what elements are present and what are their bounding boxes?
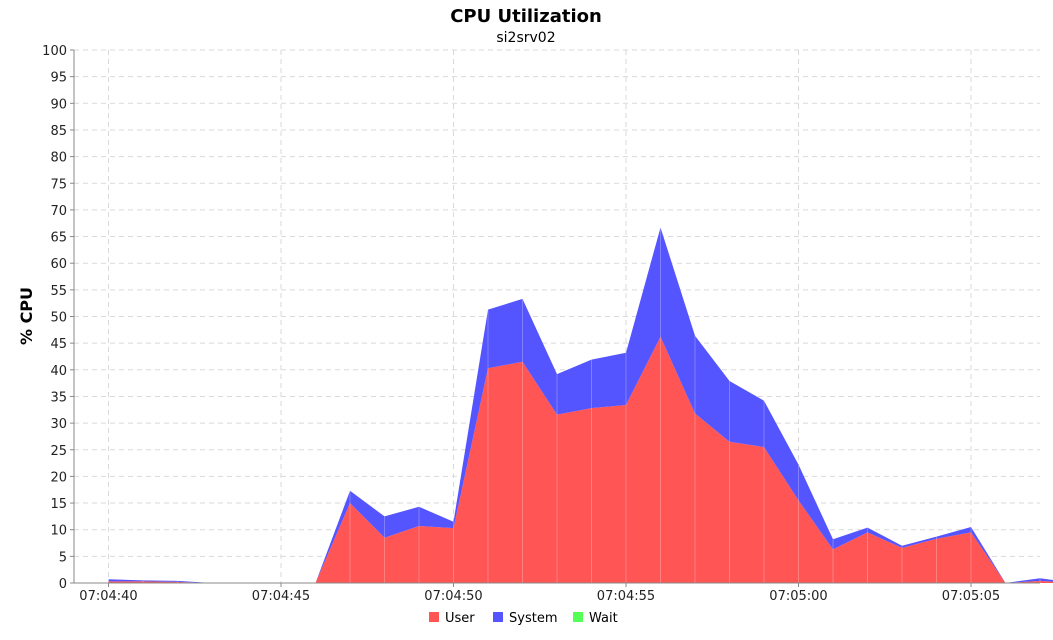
y-tick-label: 65 [50,231,67,246]
y-tick-label: 80 [50,151,67,166]
y-tick-labels: 0 5 10 15 20 25 30 35 40 45 50 55 60 65 70 75 80 85 90 95 10… [42,44,74,592]
legend-label-user: User [445,611,475,626]
x-tick-label: 07:05:05 [942,589,1000,604]
legend-swatch-system [493,612,503,622]
grid-lines [74,49,1040,583]
y-tick-label: 25 [50,444,67,459]
series-area-user [108,336,1053,583]
y-tick-label: 40 [50,364,67,379]
y-axis-label: % CPU [17,287,36,345]
legend-label-wait: Wait [589,611,618,626]
y-tick-label: 50 [50,311,67,326]
legend-label-system: System [509,611,557,626]
legend: User System Wait [429,611,618,626]
series-area-system [108,227,1053,583]
y-tick-label: 15 [50,497,67,512]
y-tick-label: 85 [50,124,67,139]
y-tick-label: 60 [50,257,67,272]
chart-title: CPU Utilization [450,6,602,27]
chart-subtitle: si2srv02 [496,30,555,46]
x-tick-label: 07:04:50 [424,589,482,604]
x-tick-label: 07:04:40 [79,589,137,604]
y-tick-label: 5 [59,550,67,565]
y-tick-label: 55 [50,284,67,299]
y-tick-label: 90 [50,97,67,112]
y-tick-label: 20 [50,470,67,485]
legend-swatch-wait [573,612,583,622]
x-tick-labels: 07:04:40 07:04:45 07:04:50 07:04:55 07:05:00… [79,583,1000,604]
y-tick-label: 10 [50,524,67,539]
y-tick-label: 35 [50,390,67,405]
y-tick-label: 30 [50,417,67,432]
x-tick-label: 07:05:00 [769,589,827,604]
legend-swatch-user [429,612,439,622]
x-tick-label: 07:04:55 [597,589,655,604]
y-tick-label: 100 [42,44,67,59]
y-tick-label: 70 [50,204,67,219]
stacked-areas [108,227,1053,583]
y-tick-label: 95 [50,71,67,86]
y-tick-label: 75 [50,177,67,192]
y-tick-label: 45 [50,337,67,352]
y-tick-label: 0 [59,577,67,592]
x-tick-label: 07:04:45 [252,589,310,604]
